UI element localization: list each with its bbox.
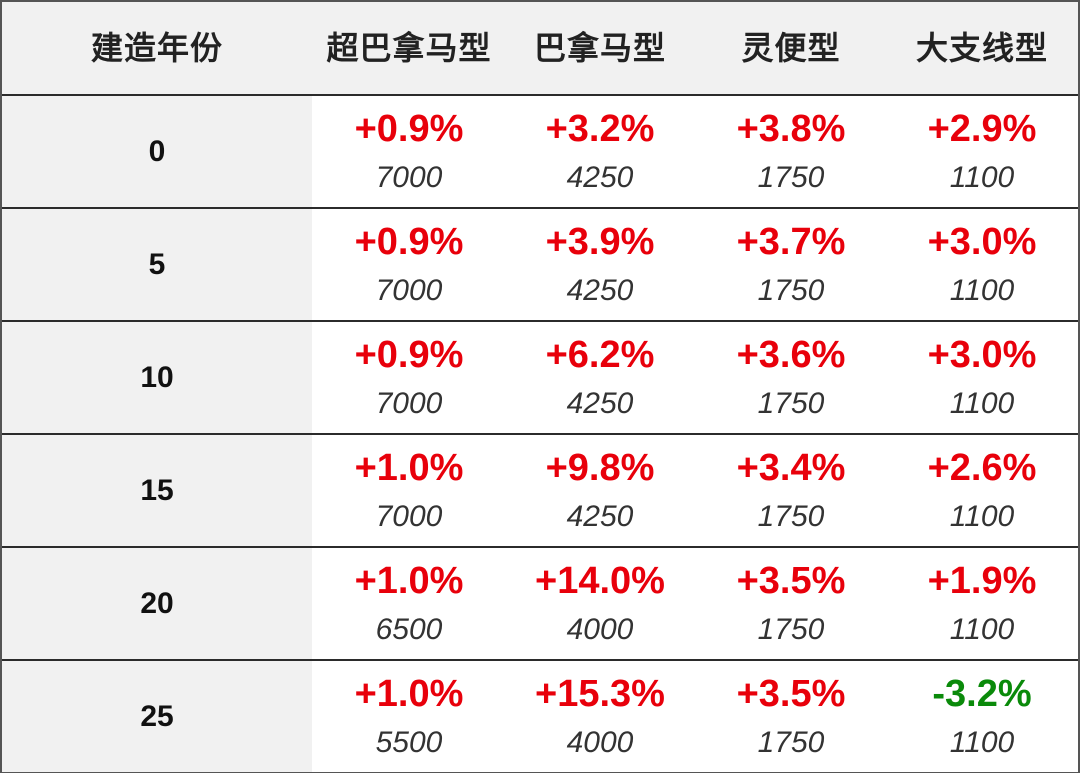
- data-cell: +3.5% 1750: [696, 548, 886, 659]
- value-number: 1100: [949, 387, 1015, 420]
- data-cell: +15.3% 4000: [505, 661, 695, 772]
- value-number: 1100: [949, 613, 1015, 646]
- value-number: 4250: [566, 274, 634, 307]
- percent-change: +9.8%: [545, 447, 655, 489]
- percent-change: +14.0%: [535, 560, 665, 602]
- value-number: 1750: [757, 613, 825, 646]
- data-cell: +6.2% 4250: [505, 322, 695, 433]
- data-cell: +3.2% 4250: [505, 96, 695, 207]
- table-row: 20 +1.0% 6500 +14.0% 4000 +3.5% 1750 +1.9% 1100: [2, 548, 1078, 661]
- percent-change: +3.5%: [736, 673, 846, 715]
- value-number: 5500: [375, 726, 443, 759]
- percent-change: +2.6%: [927, 447, 1037, 489]
- percent-change: -3.2%: [932, 673, 1032, 715]
- data-cell: +2.6% 1100: [887, 435, 1077, 546]
- data-cell: +1.0% 7000: [314, 435, 504, 546]
- percent-change: +15.3%: [535, 673, 665, 715]
- value-number: 1750: [757, 274, 825, 307]
- data-cell: +9.8% 4250: [505, 435, 695, 546]
- percent-change: +3.4%: [736, 447, 846, 489]
- percent-change: +1.9%: [927, 560, 1037, 602]
- data-cell: +3.4% 1750: [696, 435, 886, 546]
- value-number: 7000: [375, 387, 443, 420]
- percent-change: +3.5%: [736, 560, 846, 602]
- value-number: 1750: [757, 387, 825, 420]
- value-number: 1100: [949, 274, 1015, 307]
- value-number: 1100: [949, 726, 1015, 759]
- percent-change: +0.9%: [354, 221, 464, 263]
- data-cell: +3.6% 1750: [696, 322, 886, 433]
- data-cell: +0.9% 7000: [314, 322, 504, 433]
- build-year-cell: 0: [2, 96, 312, 207]
- percent-change: +0.9%: [354, 108, 464, 150]
- data-cell: +3.0% 1100: [887, 322, 1077, 433]
- value-number: 7000: [375, 274, 443, 307]
- percent-change: +1.0%: [354, 560, 464, 602]
- value-number: 6500: [375, 613, 443, 646]
- data-cell: -3.2% 1100: [887, 661, 1077, 772]
- build-year-cell: 25: [2, 661, 312, 772]
- data-cell: +3.8% 1750: [696, 96, 886, 207]
- data-cell: +0.9% 7000: [314, 209, 504, 320]
- data-cell: +3.9% 4250: [505, 209, 695, 320]
- data-cell: +0.9% 7000: [314, 96, 504, 207]
- value-number: 4000: [566, 726, 634, 759]
- header-feedermax: 大支线型: [915, 29, 1048, 67]
- header-panamax: 巴拿马型: [533, 29, 666, 67]
- build-year-cell: 10: [2, 322, 312, 433]
- percent-change: +1.0%: [354, 447, 464, 489]
- table-header: 建造年份 超巴拿马型 巴拿马型 灵便型 大支线型: [2, 2, 1078, 96]
- header-super-panamax: 超巴拿马型: [326, 29, 492, 67]
- data-cell: +3.7% 1750: [696, 209, 886, 320]
- percent-change: +3.7%: [736, 221, 846, 263]
- percent-change: +0.9%: [354, 334, 464, 376]
- percent-change: +3.2%: [545, 108, 655, 150]
- build-year-cell: 5: [2, 209, 312, 320]
- header-handy: 灵便型: [741, 29, 841, 67]
- percent-change: +2.9%: [927, 108, 1037, 150]
- data-cell: +14.0% 4000: [505, 548, 695, 659]
- data-cell: +3.5% 1750: [696, 661, 886, 772]
- percent-change: +3.0%: [927, 221, 1037, 263]
- value-number: 7000: [375, 161, 443, 194]
- value-number: 1750: [757, 726, 825, 759]
- value-number: 4000: [566, 613, 634, 646]
- value-number: 4250: [566, 161, 634, 194]
- value-number: 1100: [949, 500, 1015, 533]
- percent-change: +3.6%: [736, 334, 846, 376]
- data-cell: +3.0% 1100: [887, 209, 1077, 320]
- table-row: 0 +0.9% 7000 +3.2% 4250 +3.8% 1750 +2.9% 1100: [2, 96, 1078, 209]
- data-cell: +1.0% 5500: [314, 661, 504, 772]
- data-cell: +2.9% 1100: [887, 96, 1077, 207]
- percent-change: +6.2%: [545, 334, 655, 376]
- table-row: 15 +1.0% 7000 +9.8% 4250 +3.4% 1750 +2.6% 1100: [2, 435, 1078, 548]
- value-number: 1750: [757, 161, 825, 194]
- value-number: 4250: [566, 500, 634, 533]
- table-row: 5 +0.9% 7000 +3.9% 4250 +3.7% 1750 +3.0% 1100: [2, 209, 1078, 322]
- value-number: 7000: [375, 500, 443, 533]
- table-row: 25 +1.0% 5500 +15.3% 4000 +3.5% 1750 -3.2% 1100: [2, 661, 1078, 772]
- data-cell: +1.9% 1100: [887, 548, 1077, 659]
- value-number: 1100: [949, 161, 1015, 194]
- value-number: 4250: [566, 387, 634, 420]
- header-build-year: 建造年份: [90, 29, 223, 67]
- value-number: 1750: [757, 500, 825, 533]
- build-year-cell: 20: [2, 548, 312, 659]
- percent-change: +3.8%: [736, 108, 846, 150]
- percent-change: +3.0%: [927, 334, 1037, 376]
- data-cell: +1.0% 6500: [314, 548, 504, 659]
- build-year-cell: 15: [2, 435, 312, 546]
- table-row: 10 +0.9% 7000 +6.2% 4250 +3.6% 1750 +3.0% 1100: [2, 322, 1078, 435]
- percent-change: +3.9%: [545, 221, 655, 263]
- percent-change: +1.0%: [354, 673, 464, 715]
